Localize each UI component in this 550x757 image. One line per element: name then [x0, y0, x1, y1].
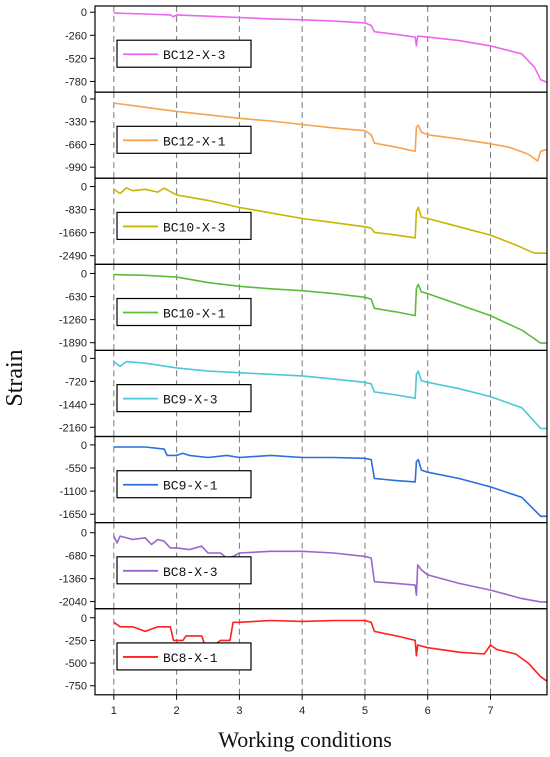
y-tick-label: -250	[65, 635, 87, 647]
series-line	[113, 187, 547, 254]
y-tick-label: -2040	[59, 597, 87, 609]
x-tick-label: 3	[236, 705, 242, 717]
panel-5: 0 -550 -1100 -1650 BC9-X-1	[59, 435, 548, 524]
y-tick-label: -660	[65, 139, 87, 151]
y-tick-label: -1890	[59, 338, 87, 350]
y-tick-label: 0	[81, 182, 87, 194]
y-tick-label: -780	[65, 76, 87, 88]
x-axis-title: Working conditions	[218, 727, 392, 752]
series-line	[113, 12, 548, 84]
y-tick-label: 0	[81, 268, 87, 280]
legend: BC10-X-1	[116, 297, 252, 327]
y-tick-label: -1360	[59, 574, 87, 586]
legend: BC10-X-3	[116, 211, 252, 241]
y-tick-label: 0	[81, 440, 87, 452]
legend-label: BC10-X-1	[163, 307, 226, 322]
y-tick-label: -1260	[59, 315, 87, 327]
legend-box	[116, 384, 252, 413]
x-tick-label: 2	[174, 705, 180, 717]
legend-label: BC9-X-1	[163, 479, 218, 494]
y-tick-label: -680	[65, 551, 87, 563]
y-tick-label: -750	[65, 681, 87, 693]
series-line	[113, 273, 547, 344]
panel-frame	[94, 608, 548, 696]
legend-label: BC9-X-3	[163, 393, 218, 408]
panel-0: 0 -260 -520 -780 BC12-X-3	[65, 5, 548, 93]
y-tick-label: -2160	[59, 422, 87, 434]
legend: BC8-X-3	[116, 556, 252, 585]
panel-7: 0 -250 -500 -750 BC8-X-1	[65, 608, 548, 696]
y-tick-label: 0	[81, 94, 87, 106]
legend: BC9-X-3	[116, 384, 252, 413]
legend-label: BC12-X-3	[163, 48, 225, 63]
y-tick-label: -1650	[59, 509, 87, 521]
y-tick-label: -1660	[59, 228, 87, 240]
y-tick-label: -2490	[59, 251, 87, 263]
series-line	[113, 619, 548, 682]
legend: BC12-X-1	[116, 125, 252, 154]
series-line	[113, 446, 547, 518]
x-axis-ticks: 1 2 3 4 5 6 7	[111, 694, 494, 717]
y-tick-label: -550	[65, 463, 87, 475]
y-tick-label: -520	[65, 53, 87, 65]
panel-6: 0 -680 -1360 -2040 BC8-X-3	[59, 521, 548, 610]
legend-label: BC10-X-3	[163, 220, 225, 235]
y-tick-label: -500	[65, 658, 87, 670]
legend: BC8-X-1	[116, 642, 252, 671]
y-tick-label: 0	[81, 353, 87, 365]
panels: 0 -260 -520 -780 BC12-X-3 0 -330 -660 -990 BC12-X…	[59, 5, 548, 696]
y-tick-label: -1100	[60, 486, 87, 498]
x-tick-label: 6	[425, 705, 431, 717]
series-line	[113, 360, 547, 430]
y-tick-label: -990	[65, 162, 87, 174]
x-tick-label: 7	[487, 705, 493, 717]
y-tick-label: -630	[65, 292, 87, 304]
y-tick-label: -720	[65, 376, 87, 388]
y-tick-label: -1440	[59, 399, 87, 411]
panel-1: 0 -330 -660 -990 BC12-X-1	[65, 91, 548, 179]
series-line	[113, 102, 548, 162]
y-tick-label: 0	[81, 528, 87, 540]
legend: BC12-X-3	[116, 39, 252, 68]
y-tick-label: 0	[81, 7, 87, 19]
y-tick-label: -830	[65, 205, 87, 217]
panel-2: 0 -830 -1660 -2490 BC10-X-3	[59, 177, 548, 265]
series-line	[113, 535, 547, 603]
y-tick-label: -330	[65, 117, 87, 129]
panel-3: 0 -630 -1260 -1890 BC10-X-1	[59, 263, 548, 351]
legend-label: BC8-X-3	[163, 565, 218, 580]
legend-label: BC8-X-1	[163, 651, 218, 666]
y-tick-label: 0	[81, 613, 87, 625]
legend: BC9-X-1	[116, 470, 252, 499]
y-axis-title: Strain	[2, 349, 28, 406]
y-tick-label: -260	[65, 30, 87, 42]
legend-label: BC12-X-1	[163, 134, 226, 149]
x-tick-label: 4	[299, 705, 305, 717]
panel-4: 0 -720 -1440 -2160 BC9-X-3	[59, 349, 548, 438]
x-tick-label: 5	[362, 705, 368, 717]
x-tick-label: 1	[111, 705, 117, 717]
